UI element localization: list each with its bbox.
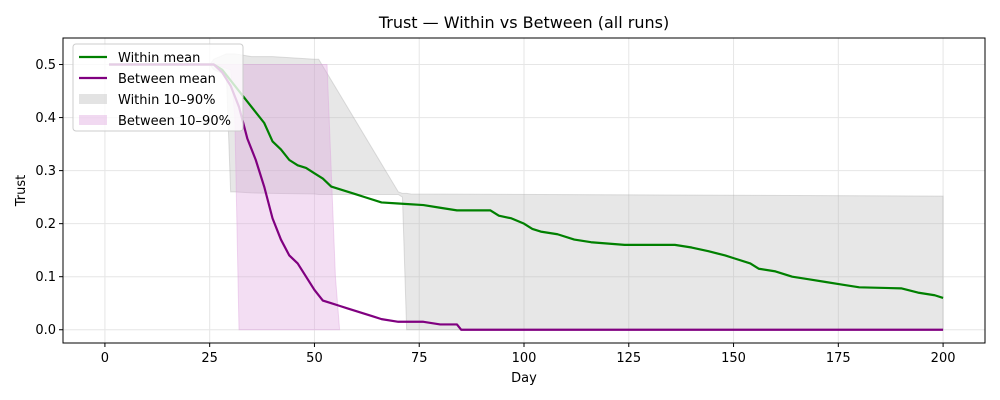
legend-label: Between mean (118, 72, 216, 87)
legend-swatch-band (79, 94, 107, 104)
x-tick-label: 200 (931, 351, 956, 366)
chart-title: Trust — Within vs Between (all runs) (378, 13, 669, 32)
x-tick-label: 150 (721, 351, 746, 366)
legend-box (72, 43, 244, 132)
y-tick-label: 0.3 (35, 164, 56, 179)
y-tick-label: 0.2 (35, 217, 56, 232)
y-tick-label: 0.5 (35, 58, 56, 73)
y-tick-label: 0.0 (35, 323, 56, 338)
x-tick-label: 50 (306, 351, 323, 366)
x-axis-ticks: 0 25 50 75 100 125 150 175 200 (101, 343, 956, 366)
x-axis-label: Day (511, 371, 537, 386)
y-tick-label: 0.1 (35, 270, 56, 285)
x-tick-label: 175 (826, 351, 851, 366)
line-within-mean (109, 63, 944, 299)
legend: Within mean Between mean Within 10–90% Betw… (72, 43, 244, 132)
x-tick-label: 75 (411, 351, 428, 366)
legend-label: Between 10–90% (118, 114, 231, 129)
y-axis-ticks: 0.0 0.1 0.2 0.3 0.4 0.5 (35, 58, 63, 338)
legend-label: Within mean (118, 51, 200, 66)
x-tick-label: 25 (201, 351, 218, 366)
line-between-mean (109, 63, 944, 331)
legend-swatch-band (79, 115, 107, 125)
x-tick-label: 0 (101, 351, 109, 366)
y-tick-label: 0.4 (35, 111, 56, 126)
legend-label: Within 10–90% (118, 93, 215, 108)
x-tick-label: 125 (616, 351, 641, 366)
y-axis-label: Trust (14, 175, 29, 207)
series-lines (109, 63, 944, 331)
x-tick-label: 100 (512, 351, 537, 366)
